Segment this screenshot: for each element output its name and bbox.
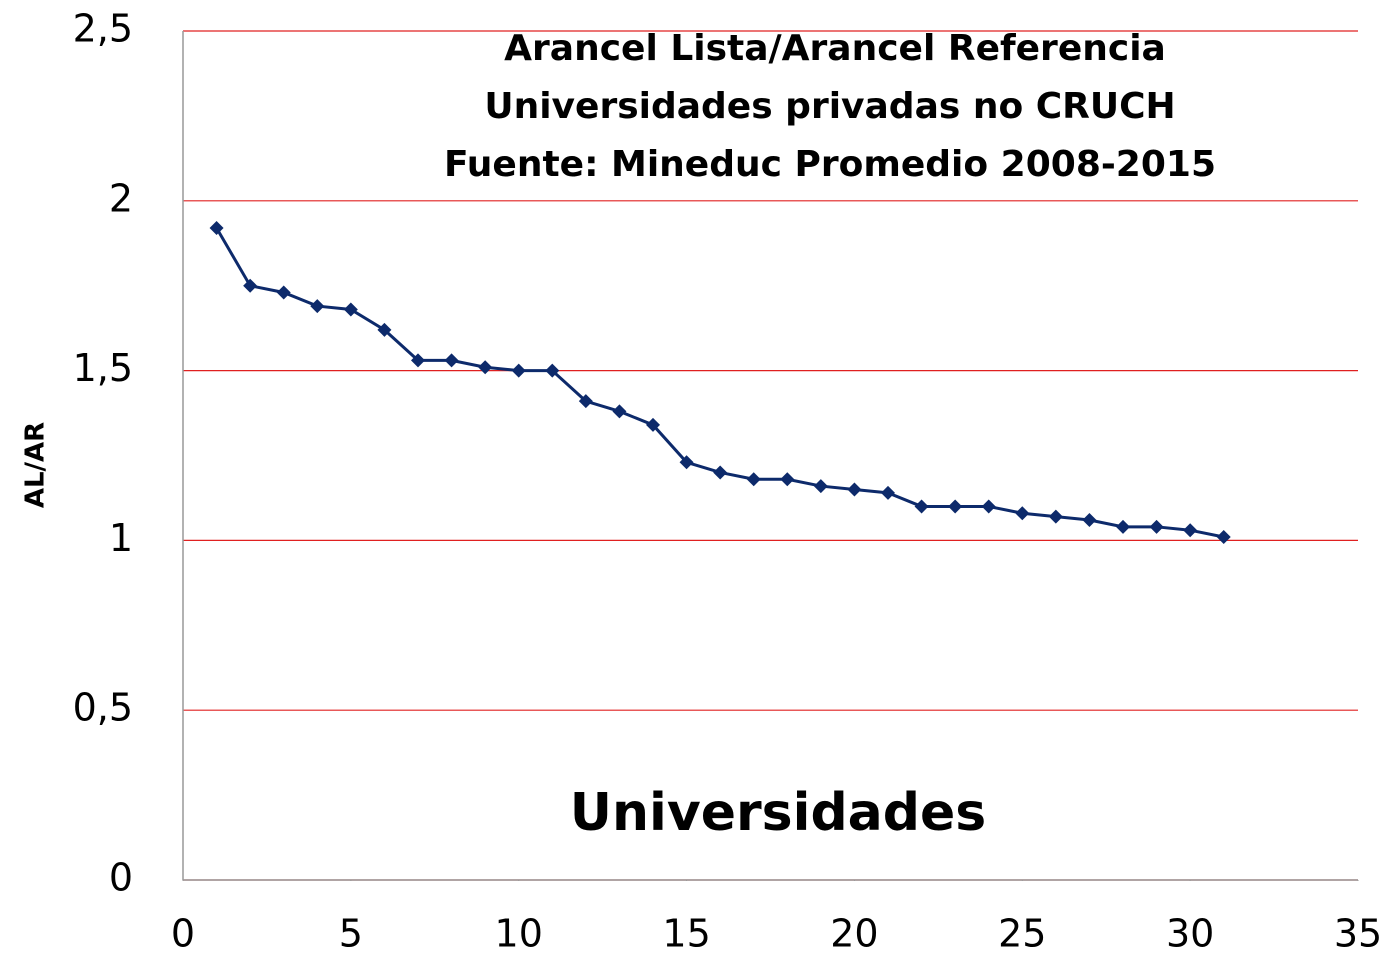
data-point (310, 299, 325, 314)
x-tick-label: 5 (339, 912, 363, 956)
data-point (444, 353, 459, 368)
data-point (511, 363, 526, 378)
x-tick-label: 20 (830, 912, 878, 956)
chart-title: Universidades privadas no CRUCH (484, 86, 1175, 127)
data-point (914, 499, 929, 514)
data-point (746, 472, 761, 487)
chart-title: Fuente: Mineduc Promedio 2008-2015 (444, 144, 1216, 185)
y-tick-label: 0 (109, 856, 133, 900)
x-axis-label: Universidades (570, 783, 986, 843)
x-tick-label: 0 (171, 912, 195, 956)
data-point (713, 465, 728, 480)
data-point (578, 394, 593, 409)
chart-title: Arancel Lista/Arancel Referencia (504, 28, 1166, 69)
data-point (881, 485, 895, 500)
data-point (1149, 519, 1164, 534)
x-tick-label: 30 (1166, 912, 1214, 956)
y-tick-label: 0,5 (73, 686, 133, 730)
x-tick-label: 25 (998, 912, 1046, 956)
data-point (780, 472, 795, 487)
data-point (1116, 519, 1130, 534)
x-tick-label: 15 (662, 912, 710, 956)
y-tick-label: 2 (109, 176, 133, 220)
data-point (948, 499, 963, 514)
data-point (847, 482, 862, 497)
data-point (813, 479, 828, 494)
y-tick-label: 1,5 (73, 346, 133, 390)
data-line (215, 227, 1225, 539)
data-point (545, 363, 560, 378)
x-tick-label: 35 (1334, 912, 1382, 956)
data-point (981, 499, 996, 514)
data-point (243, 278, 258, 293)
data-point (276, 285, 291, 300)
x-tick-label: 10 (495, 912, 543, 956)
y-tick-label: 1 (109, 516, 133, 560)
data-point (209, 220, 224, 235)
data-point (612, 404, 627, 419)
y-tick-label: 2,5 (73, 7, 133, 51)
data-point (1216, 530, 1231, 545)
data-point (1015, 506, 1030, 521)
data-point (377, 322, 392, 337)
data-point (679, 455, 694, 470)
data-point (478, 360, 493, 375)
y-axis-label: AL/AR (21, 422, 51, 508)
data-point (343, 302, 358, 317)
data-point (1048, 509, 1063, 524)
data-point (1082, 513, 1097, 528)
data-point (1183, 523, 1198, 538)
data-point (646, 417, 660, 432)
data-point (411, 353, 425, 368)
